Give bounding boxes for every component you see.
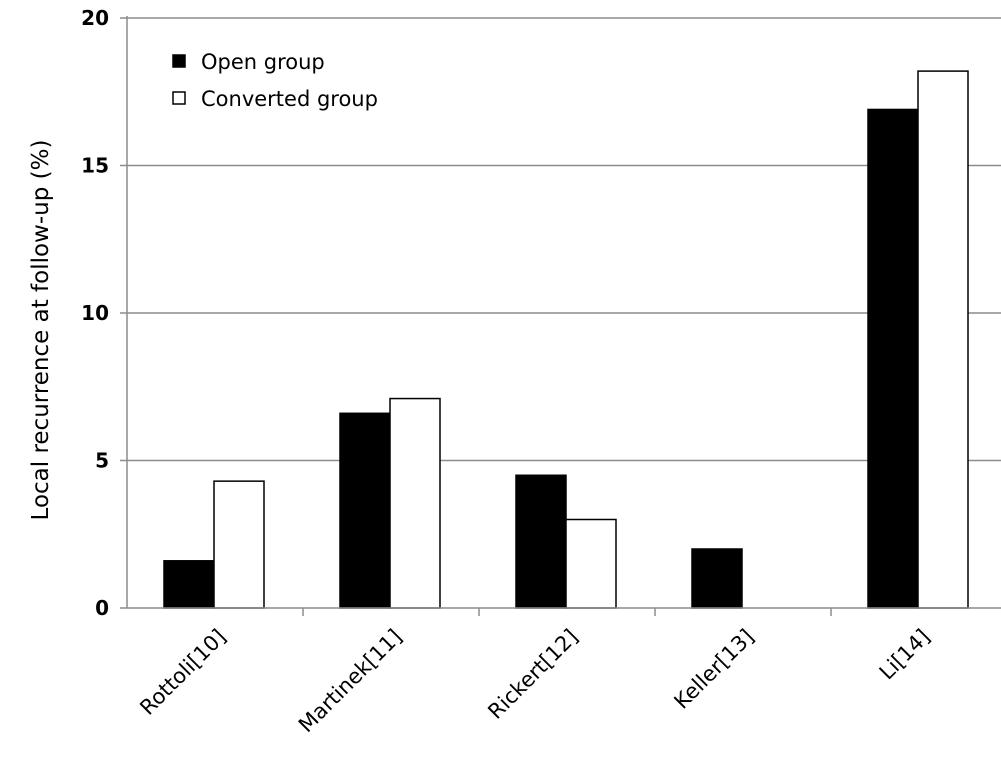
bar-converted-group <box>389 397 441 609</box>
bars <box>163 70 969 609</box>
x-category-label: Rickert[12] <box>483 625 582 724</box>
axes <box>120 16 1001 616</box>
y-tick-label: 10 <box>81 301 109 325</box>
y-tick-label: 15 <box>81 154 109 178</box>
bar-open-group <box>515 474 567 609</box>
x-category-label: Keller[13] <box>669 625 758 714</box>
bar-open-group <box>691 548 743 609</box>
y-tick-label: 0 <box>95 596 109 620</box>
gridlines <box>127 17 1001 462</box>
x-category-label: Rottoli[10] <box>135 625 230 720</box>
x-category-label: Li[14] <box>875 625 935 685</box>
bar-open-group <box>339 412 391 609</box>
bar-converted-group <box>917 70 969 609</box>
y-tick-labels: 0 5 10 15 20 <box>81 6 109 620</box>
x-category-label: Martinek[11] <box>294 625 407 738</box>
y-axis-title: Local recurrence at follow-up (%) <box>28 140 54 521</box>
legend-swatch-open <box>172 54 186 68</box>
y-tick-label: 20 <box>81 6 109 30</box>
legend-swatch-converted <box>172 91 186 105</box>
legend: Open group Converted group <box>172 50 378 111</box>
bar-converted-group <box>213 480 265 609</box>
bar-open-group <box>163 560 215 609</box>
bar-open-group <box>867 108 919 609</box>
legend-label-open: Open group <box>201 50 325 74</box>
x-category-labels: Rottoli[10] Martinek[11] Rickert[12] Keller… <box>135 625 934 738</box>
bar-converted-group <box>565 518 617 609</box>
y-tick-label: 5 <box>95 449 109 473</box>
legend-label-converted: Converted group <box>201 87 378 111</box>
